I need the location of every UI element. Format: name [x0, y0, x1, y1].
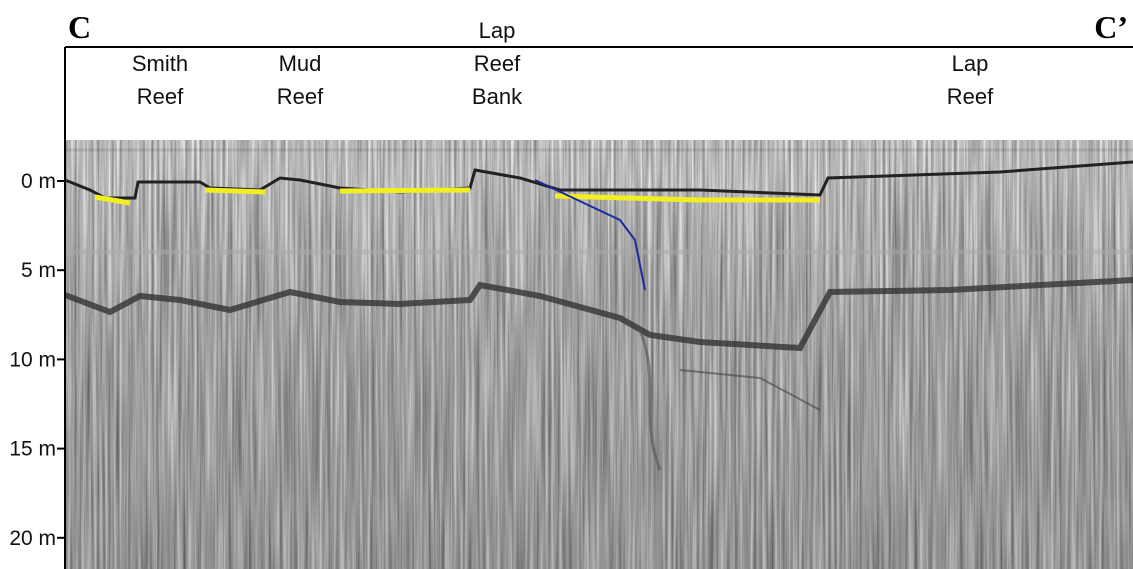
- feature-label: Bank: [472, 84, 523, 109]
- feature-label: Reef: [137, 84, 184, 109]
- feature-label: Smith: [132, 51, 188, 76]
- depth-tick-label: 15 m: [9, 438, 56, 461]
- section-end: C’: [1094, 9, 1128, 45]
- feature-label: Reef: [474, 51, 521, 76]
- feature-label: Lap: [952, 51, 989, 76]
- feature-label: Mud: [279, 51, 322, 76]
- feature-label: Reef: [277, 84, 324, 109]
- depth-tick-label: 0 m: [21, 170, 56, 193]
- seismic-figure: C C’ 0 m 5 m 10 m 15 m 20 m Smith Reef Mud Reef…: [0, 0, 1133, 569]
- section-start: C: [68, 9, 91, 45]
- feature-label: Reef: [947, 84, 994, 109]
- depth-tick-label: 20 m: [9, 527, 56, 550]
- feature-label: Lap: [479, 18, 516, 43]
- depth-tick-label: 5 m: [21, 259, 56, 282]
- profile-image: [65, 47, 1133, 569]
- depth-tick-label: 10 m: [9, 348, 56, 371]
